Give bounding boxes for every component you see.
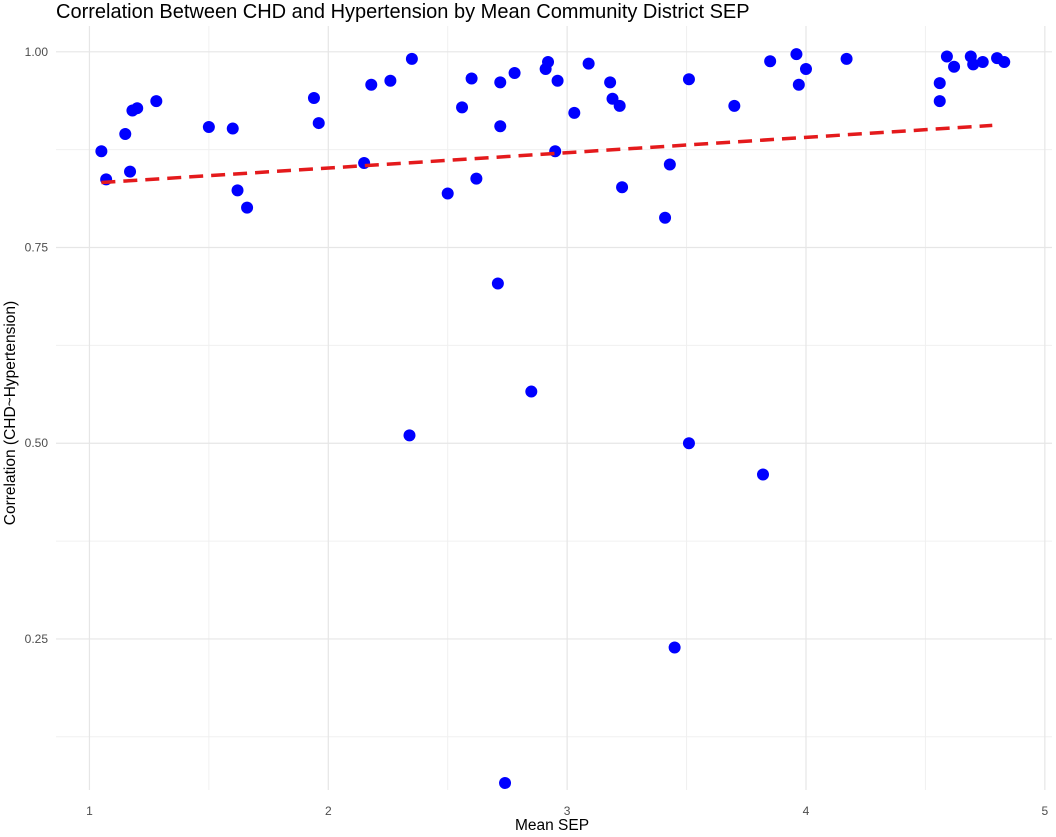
data-point [568, 106, 581, 119]
data-point [764, 55, 777, 68]
data-point [231, 184, 244, 197]
minor-gridlines [56, 26, 1052, 790]
data-point [465, 72, 478, 85]
data-point [384, 74, 397, 87]
data-point [998, 56, 1011, 69]
x-axis-ticks: 1 2 3 4 5 [86, 804, 1048, 818]
data-point [131, 102, 144, 115]
data-point [150, 95, 163, 108]
data-point [119, 128, 132, 141]
data-point [494, 120, 507, 133]
trend-line-group [101, 123, 993, 185]
data-point [792, 78, 805, 91]
y-tick-label: 0.75 [25, 241, 49, 255]
major-gridlines [56, 26, 1052, 790]
data-point [728, 99, 741, 112]
y-axis-title: Correlation (CHD~Hypertension) [2, 300, 19, 526]
data-point [940, 50, 953, 63]
x-tick-label: 3 [564, 804, 571, 818]
data-point [799, 63, 812, 76]
data-point [976, 56, 989, 69]
x-tick-label: 2 [325, 804, 332, 818]
data-point [441, 187, 454, 200]
data-point [365, 78, 378, 91]
data-point [470, 172, 483, 185]
data-point [790, 48, 803, 61]
data-point [948, 60, 961, 73]
chart-title: Correlation Between CHD and Hypertension… [56, 1, 750, 23]
y-axis-ticks: 0.25 0.50 0.75 1.00 [25, 45, 49, 646]
data-point [616, 181, 629, 194]
y-tick-label: 0.50 [25, 436, 49, 450]
data-point [403, 429, 416, 442]
data-point [756, 468, 769, 481]
data-point [542, 56, 555, 69]
data-point [95, 145, 108, 158]
data-point [226, 122, 239, 135]
x-tick-label: 4 [803, 804, 810, 818]
data-point [613, 99, 626, 112]
y-tick-label: 1.00 [25, 45, 49, 59]
data-point [682, 437, 695, 450]
data-point [456, 101, 469, 114]
data-point [682, 73, 695, 86]
data-point [494, 76, 507, 89]
data-point [933, 77, 946, 90]
x-tick-label: 1 [86, 804, 93, 818]
data-point [241, 201, 254, 214]
x-tick-label: 5 [1041, 804, 1048, 818]
y-tick-label: 0.25 [25, 632, 49, 646]
data-point [312, 117, 325, 130]
data-point [668, 641, 681, 654]
data-point [551, 74, 564, 87]
data-point [840, 52, 853, 65]
data-point [582, 57, 595, 70]
data-point [405, 52, 418, 65]
x-axis-title: Mean SEP [514, 817, 590, 834]
data-point [202, 120, 215, 133]
data-point [508, 66, 521, 79]
data-points [95, 48, 1011, 789]
data-point [967, 58, 980, 71]
data-point [491, 277, 504, 290]
data-point [307, 92, 320, 105]
data-point [525, 385, 538, 398]
data-point [663, 158, 676, 171]
data-point [659, 211, 672, 224]
data-point [124, 165, 137, 178]
trend-line [101, 123, 993, 185]
data-point [933, 95, 946, 108]
data-point [604, 76, 617, 89]
data-point [499, 776, 512, 789]
